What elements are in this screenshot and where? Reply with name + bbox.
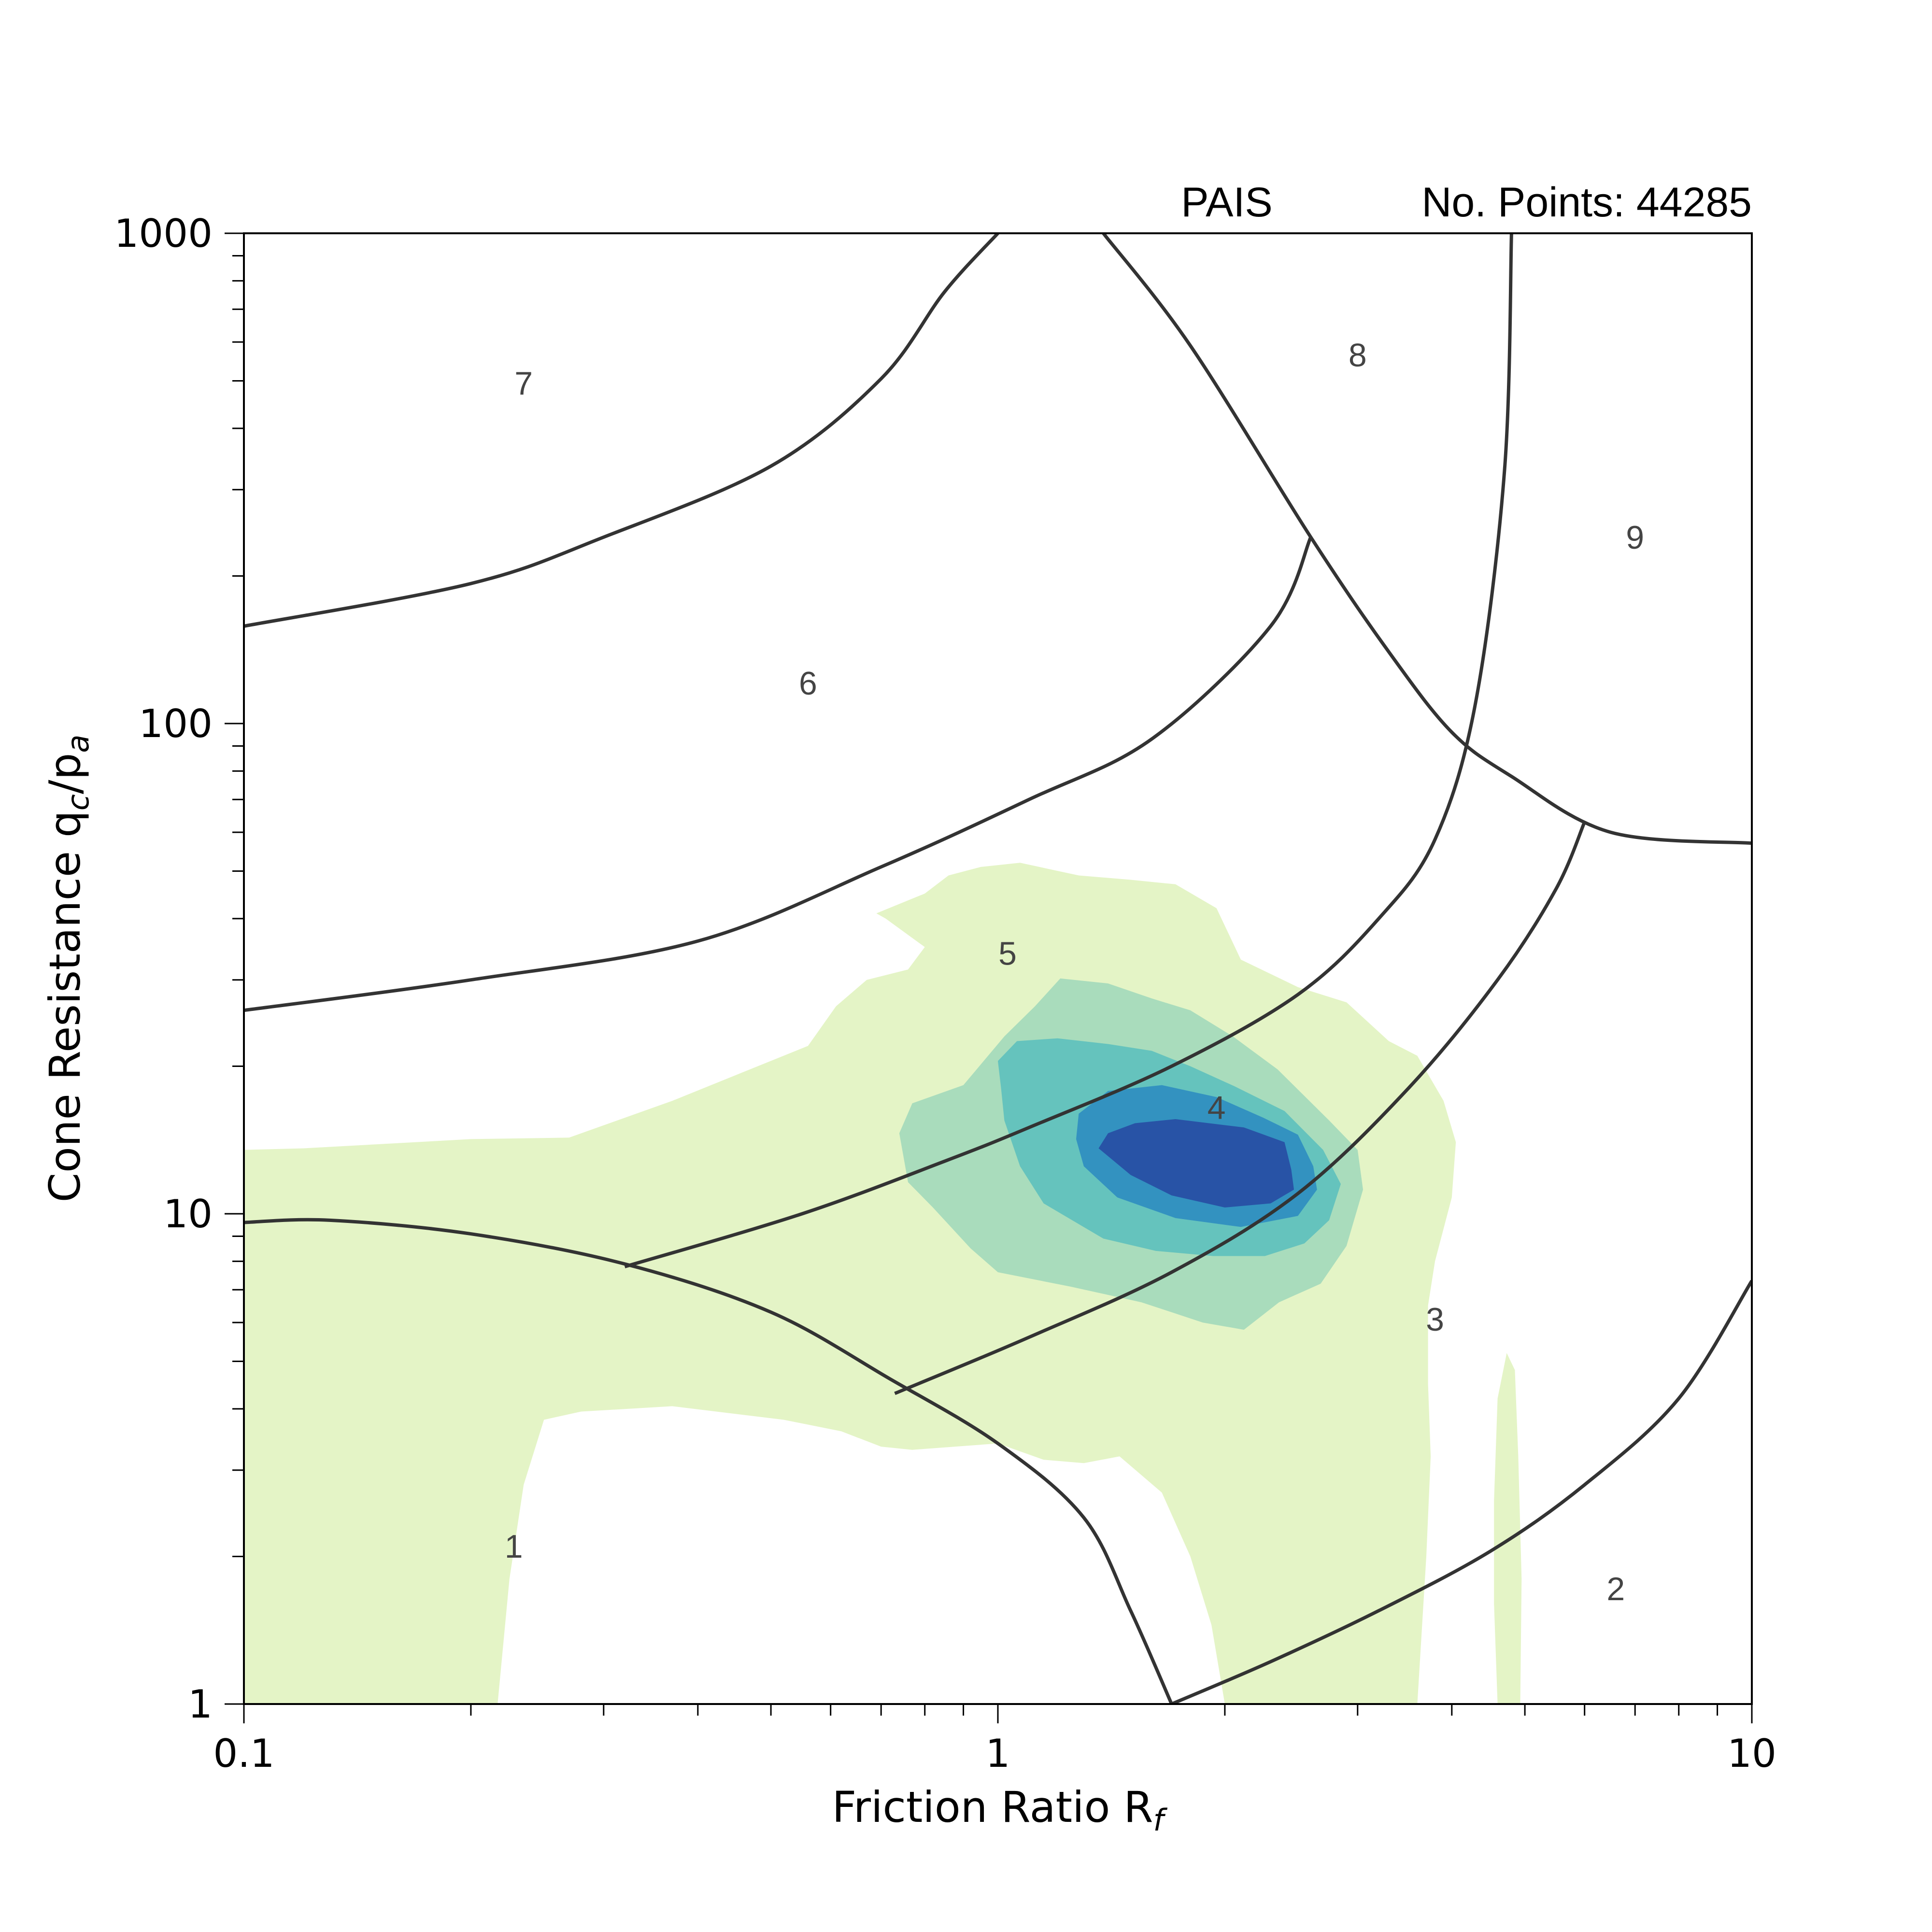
x-tick-label: 0.1 (213, 1731, 274, 1776)
density-contours (244, 863, 1522, 1704)
zone-labels: 1 2 3 4 5 6 7 8 9 (505, 337, 1644, 1607)
y-tick-label: 10 (163, 1192, 213, 1236)
zone-boundaries (244, 233, 1752, 1704)
x-tick-label: 1 (986, 1731, 1010, 1776)
zone-label-8: 8 (1349, 337, 1367, 374)
points-count: No. Points: 44285 (1421, 179, 1752, 226)
zone-label-9: 9 (1626, 519, 1644, 556)
zone-label-2: 2 (1606, 1571, 1625, 1607)
zone-boundary-6 (244, 233, 999, 628)
dataset-name: PAIS (1181, 179, 1273, 226)
zone-boundary-5 (244, 536, 1312, 1012)
zone-label-3: 3 (1426, 1301, 1444, 1338)
y-tick-label: 1000 (114, 211, 213, 256)
zone-label-7: 7 (514, 365, 533, 402)
x-tick-label: 10 (1727, 1731, 1776, 1776)
x-axis-label: Friction Ratio Rf (832, 1782, 1168, 1838)
zone-boundary-1 (244, 1218, 1173, 1704)
x-minor-ticks (470, 1704, 1719, 1716)
zone-boundary-3 (624, 233, 1513, 1268)
y-axis-label: Cone Resistance qc/pa (40, 735, 96, 1203)
y-minor-ticks (232, 255, 244, 1557)
contour-level-5-region-5-0 (1098, 1119, 1294, 1208)
y-tick-label: 1 (188, 1682, 213, 1727)
zone-boundary-7 (1102, 233, 1752, 845)
zone-label-5: 5 (998, 936, 1017, 972)
x-axis-ticks: 0.1 1 10 (213, 1704, 1776, 1776)
zone-boundary-4 (894, 821, 1586, 1395)
y-axis-ticks: 1 10 100 1000 (114, 211, 244, 1727)
zone-label-4: 4 (1208, 1089, 1226, 1126)
zone-boundary-2 (1171, 1279, 1752, 1704)
y-tick-label: 100 (139, 701, 213, 746)
zone-label-6: 6 (799, 665, 817, 702)
contour-level-1-region-1-0 (1494, 1353, 1522, 1704)
zone-label-1: 1 (505, 1528, 523, 1565)
